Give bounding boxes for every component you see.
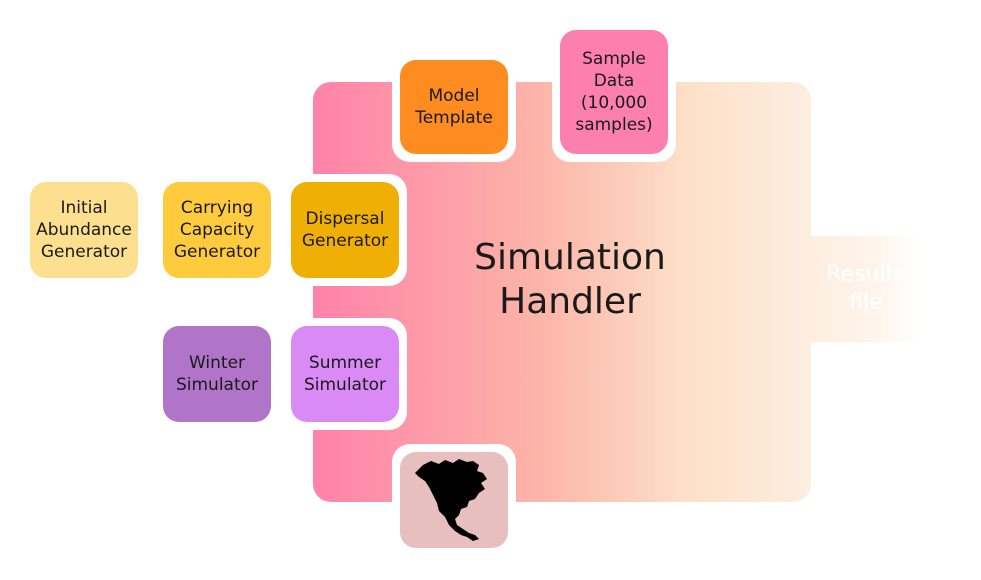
winter-simulator-box: Winter Simulator bbox=[163, 326, 271, 422]
north-america-map-icon bbox=[415, 459, 487, 541]
dispersal-generator-box: Dispersal Generator bbox=[291, 182, 399, 278]
map-box bbox=[400, 452, 508, 548]
model-template-box: Model Template bbox=[400, 60, 508, 154]
simulation-handler-title: Simulation Handler bbox=[474, 237, 666, 322]
sample-data-box: Sample Data (10,000 samples) bbox=[560, 30, 668, 154]
results-file-label: Results file bbox=[826, 262, 906, 315]
results-file-block: Results file bbox=[811, 236, 921, 342]
carrying-capacity-generator-box: Carrying Capacity Generator bbox=[163, 182, 271, 278]
initial-abundance-generator-box: Initial Abundance Generator bbox=[30, 182, 138, 278]
summer-simulator-box: Summer Simulator bbox=[291, 326, 399, 422]
